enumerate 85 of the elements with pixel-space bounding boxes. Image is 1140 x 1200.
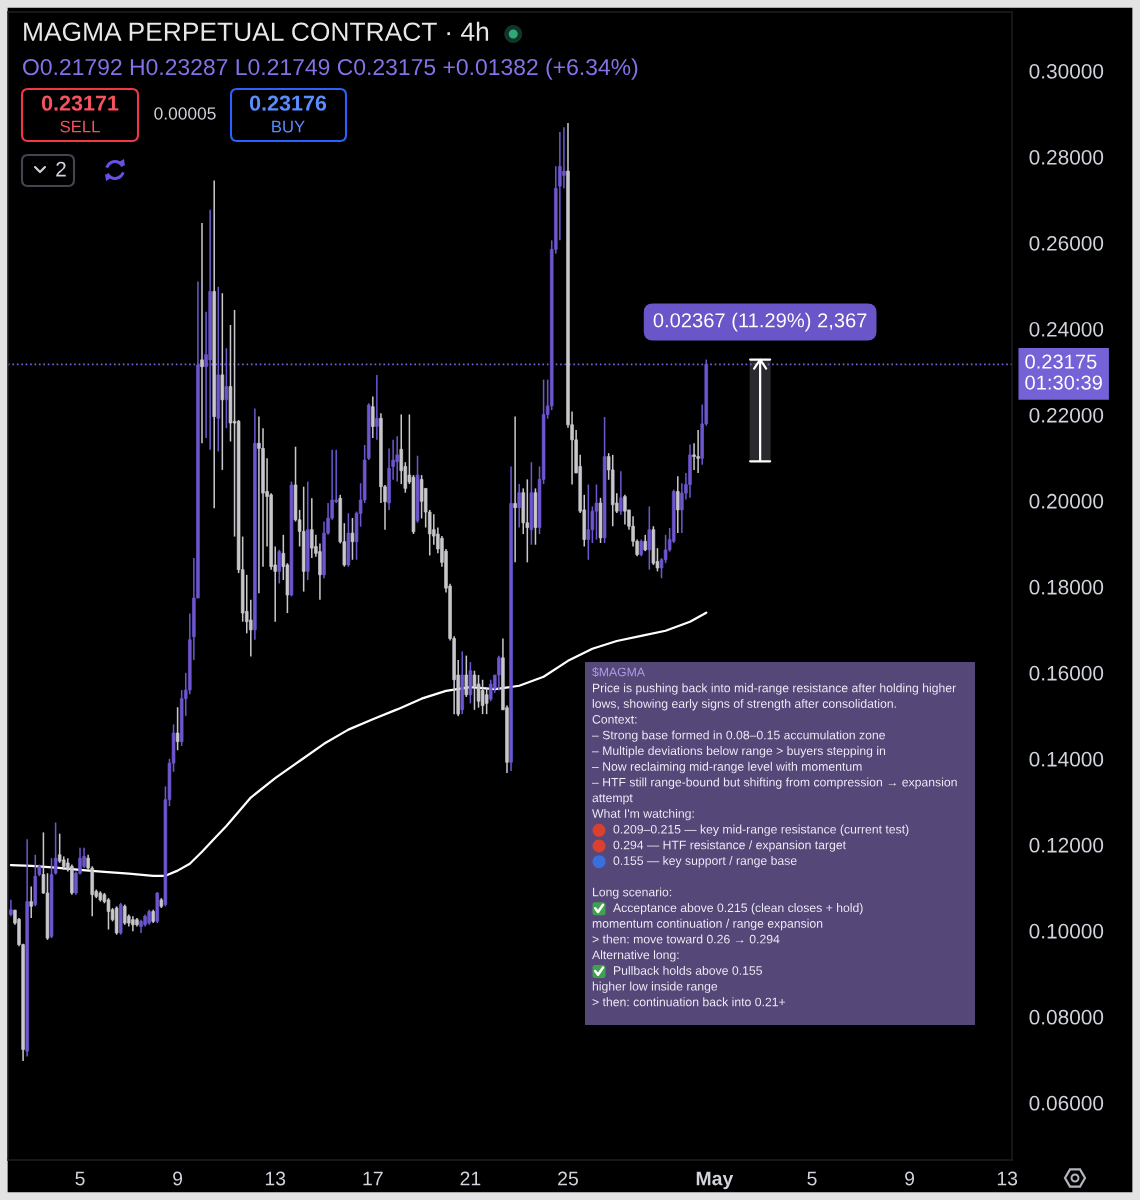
annotation: What I'm watching:: [592, 808, 694, 821]
candlestick: [586, 483, 591, 561]
annotation: SELL: [60, 120, 100, 133]
annotation: higher low inside range: [592, 981, 718, 993]
candlestick: [472, 669, 477, 711]
candlestick: [484, 687, 489, 715]
candlestick: [517, 483, 521, 529]
y-tick-label: 0.30000: [1029, 63, 1104, 79]
candlestick: [623, 494, 627, 526]
annotation: Context:: [592, 715, 637, 724]
annotation: 0.209–0.215 — key mid-range resistance (current test): [613, 824, 909, 836]
candlestick: [375, 374, 379, 441]
annotation: – Strong base formed in 0.08–0.15 accumulation zone: [592, 730, 885, 742]
ref-line-label: 0.23175 01:30:39: [1025, 354, 1102, 390]
text: O0.21792 H0.23287 L0.21749 C0.23175 +0.01382 (+6.34%): [23, 58, 638, 80]
y-tick-label: 0.22000: [1029, 407, 1104, 423]
annotation: momentum continuation / range expansion: [592, 918, 823, 931]
chart-title: MAGMA PERPETUAL CONTRACT · 4h: [24, 21, 489, 42]
x-tick-label: May: [696, 1171, 734, 1190]
candlestick: [350, 517, 355, 561]
candlestick: [419, 474, 424, 520]
x-tick-label: 13: [997, 1171, 1018, 1186]
annotation: Price is pushing back into mid-range resistance after holding higher: [593, 683, 956, 695]
annotation: 0.00005: [154, 107, 216, 120]
annotation: Long scenario:: [593, 887, 672, 899]
candlestick: [525, 478, 530, 564]
candlestick: [310, 497, 314, 559]
candlestick: [106, 897, 111, 931]
x-tick-label: 5: [75, 1171, 85, 1186]
candlestick: [647, 505, 652, 571]
candlestick: [497, 654, 501, 692]
annotation: – Multiple deviations below range > buyers stepping in: [592, 746, 886, 758]
y-tick-label: 0.26000: [1029, 235, 1104, 251]
x-tick-label: 9: [173, 1171, 183, 1186]
annotation: 0.294 — HTF resistance / expansion target: [613, 840, 846, 852]
x-tick-label: 13: [265, 1171, 286, 1186]
x-tick-label: 9: [905, 1171, 915, 1186]
y-tick-label: 0.08000: [1029, 1009, 1104, 1025]
annotation: BUY: [272, 120, 305, 133]
candlestick: [562, 126, 566, 190]
annotation: 2: [56, 161, 66, 177]
annotation: Alternative long:: [592, 950, 679, 962]
candlestick: [277, 549, 282, 585]
candlestick: [175, 706, 180, 752]
y-tick-label: 0.20000: [1029, 493, 1104, 509]
y-tick-label: 0.28000: [1029, 149, 1104, 165]
annotation: 0.23171: [41, 95, 119, 111]
candlestick: [122, 903, 127, 926]
y-tick-label: 0.24000: [1029, 321, 1104, 337]
annotation: – Now reclaiming mid-range level with momentum: [592, 761, 862, 774]
candlestick: [594, 483, 599, 541]
candlestick: [257, 415, 261, 595]
annotation: 0.23176: [249, 95, 327, 111]
y-tick-label: 0.14000: [1029, 751, 1104, 767]
candlestick: [371, 395, 375, 439]
annotation: 0.02367 (11.29%) 2,367: [653, 312, 867, 332]
candlestick: [676, 475, 680, 534]
annotation: $MAGMA: [592, 667, 645, 678]
candlestick: [480, 678, 485, 715]
x-tick-label: 21: [460, 1171, 481, 1186]
candlestick: [619, 470, 623, 516]
annotation: > then: continuation back into 0.21+: [592, 997, 786, 1007]
y-tick-label: 0.18000: [1029, 579, 1104, 595]
annotation: Acceptance above 0.215 (clean closes + hold): [613, 903, 863, 915]
candlestick: [488, 678, 493, 702]
annotation: Pullback holds above 0.155: [614, 965, 762, 975]
annotation: attempt: [592, 794, 633, 805]
y-tick-label: 0.12000: [1029, 837, 1104, 853]
candlestick: [395, 435, 399, 483]
candlestick: [513, 415, 517, 564]
x-tick-label: 5: [807, 1171, 817, 1186]
annotation: – HTF still range-bound but shifting from compression → expansion: [592, 777, 957, 789]
candlestick: [29, 885, 33, 919]
annotation: lows, showing early signs of strength after consolidation.: [592, 699, 896, 711]
annotation: 0.155 — key support / range base: [613, 856, 797, 868]
candlestick: [200, 222, 204, 445]
candlestick: [696, 429, 700, 474]
candlestick: [464, 654, 469, 698]
y-tick-label: 0.10000: [1029, 923, 1104, 939]
y-tick-label: 0.16000: [1029, 665, 1104, 681]
candlestick: [399, 413, 404, 485]
x-tick-label: 25: [558, 1171, 578, 1186]
x-tick-label: 17: [363, 1171, 383, 1186]
y-tick-label: 0.06000: [1029, 1095, 1104, 1111]
annotation: > then: move toward 0.26 → 0.294: [592, 934, 780, 944]
